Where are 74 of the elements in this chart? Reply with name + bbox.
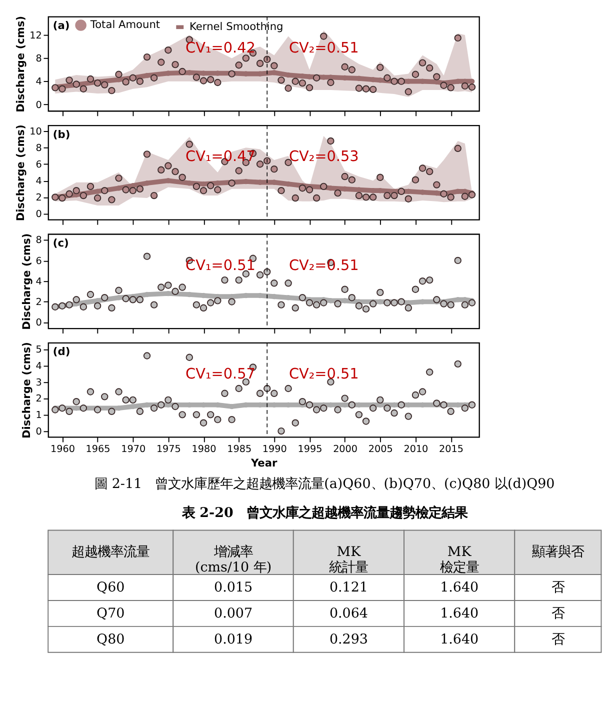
text: Q80 bbox=[96, 632, 125, 648]
annotation: CV₁=0.47 bbox=[186, 149, 256, 166]
y-axis-title: Discharge (cms) bbox=[14, 16, 27, 112]
annotation: (b) bbox=[52, 128, 70, 141]
annotation: CV₂=0.51 bbox=[288, 40, 359, 56]
y-tick-label: 2 bbox=[36, 394, 42, 405]
y-tick-label: 4 bbox=[36, 176, 42, 188]
text: 增減率 (cms/10 年) bbox=[194, 544, 272, 576]
text: 0.007 bbox=[214, 606, 253, 622]
annotation: CV₁=0.51 bbox=[186, 258, 256, 274]
text: 圖 2-11 曾文水庫歷年之超越機率流量(a)Q60、(b)Q70、(c)Q80 以(d)Q90 bbox=[94, 476, 555, 492]
annotation: (c) bbox=[52, 237, 69, 250]
x-tick-label: 1970 bbox=[121, 444, 146, 455]
legend-label: Total Amount bbox=[89, 19, 160, 32]
x-tick-label: 2010 bbox=[404, 444, 428, 455]
annotation: (a) bbox=[52, 20, 70, 32]
y-tick-label: 3 bbox=[36, 377, 42, 388]
text: MK 檢定量 bbox=[440, 545, 479, 576]
y-tick-label: 0 bbox=[36, 209, 42, 220]
text: 1.640 bbox=[440, 580, 479, 596]
text: MK 統計量 bbox=[329, 545, 368, 576]
y-tick-label: 0 bbox=[36, 100, 42, 111]
text: 否 bbox=[551, 580, 564, 596]
annotation: CV₂=0.51 bbox=[288, 366, 359, 383]
text: 顯著與否 bbox=[532, 545, 584, 560]
y-tick-label: 8 bbox=[36, 142, 42, 154]
y-axis-title: Discharge (cms) bbox=[20, 233, 33, 330]
y-tick-label: 6 bbox=[36, 256, 42, 267]
x-tick-label: 2015 bbox=[439, 444, 464, 455]
y-tick-label: 2 bbox=[36, 297, 42, 308]
y-tick-label: 0 bbox=[36, 426, 42, 438]
y-tick-label: 2 bbox=[36, 192, 42, 204]
x-tick-label: 1960 bbox=[50, 444, 75, 455]
y-tick-label: 10 bbox=[30, 126, 42, 138]
x-tick-label: 1990 bbox=[262, 444, 287, 455]
text: 0.019 bbox=[214, 632, 253, 648]
y-tick-label: 8 bbox=[36, 235, 42, 246]
y-tick-label: 12 bbox=[30, 30, 42, 42]
text: 否 bbox=[551, 632, 564, 648]
text: Q70 bbox=[96, 606, 125, 622]
annotation: CV₂=0.51 bbox=[288, 258, 359, 274]
text: 0.121 bbox=[329, 580, 368, 596]
y-axis-title: Discharge (cms) bbox=[14, 124, 27, 222]
text: 表 2-20 曾文水庫之超越機率流量趨勢檢定結果 bbox=[180, 504, 468, 521]
legend-label: Kernel Smoothing bbox=[190, 21, 284, 34]
x-tick-label: 1995 bbox=[298, 444, 322, 455]
x-tick-label: 1975 bbox=[156, 444, 181, 455]
annotation: CV₁=0.42 bbox=[186, 40, 256, 56]
annotation: (d) bbox=[52, 346, 70, 358]
text: 超越機率流量 bbox=[72, 544, 150, 560]
text: 1.640 bbox=[440, 606, 479, 622]
annotation: CV₂=0.53 bbox=[288, 149, 359, 166]
text: 0.064 bbox=[329, 606, 368, 622]
text: Q60 bbox=[96, 580, 125, 596]
y-tick-label: 5 bbox=[36, 344, 42, 356]
text: 0.293 bbox=[329, 632, 368, 648]
x-tick-label: 1980 bbox=[192, 444, 216, 455]
y-tick-label: 4 bbox=[36, 276, 42, 288]
x-tick-label: 2000 bbox=[333, 444, 358, 455]
y-tick-label: 1 bbox=[36, 410, 42, 422]
text: 否 bbox=[551, 606, 564, 622]
text: 1.640 bbox=[440, 632, 479, 648]
y-tick-label: 8 bbox=[36, 54, 42, 65]
y-tick-label: 4 bbox=[36, 76, 42, 88]
text: 0.015 bbox=[214, 580, 253, 596]
y-tick-label: 0 bbox=[36, 318, 42, 329]
y-axis-title: Discharge (cms) bbox=[20, 342, 33, 439]
x-tick-label: 2005 bbox=[368, 444, 393, 455]
annotation: CV₁=0.57 bbox=[186, 366, 256, 383]
y-tick-label: 4 bbox=[36, 360, 42, 372]
x-tick-label: 1985 bbox=[227, 444, 252, 455]
y-tick-label: 6 bbox=[36, 159, 42, 170]
x-tick-label: 1965 bbox=[86, 444, 110, 455]
x-axis-title: Year bbox=[250, 457, 278, 470]
